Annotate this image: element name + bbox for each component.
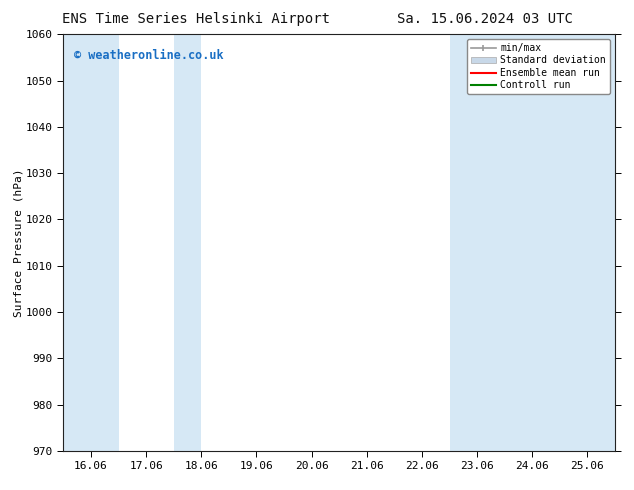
Text: © weatheronline.co.uk: © weatheronline.co.uk (74, 49, 224, 62)
Y-axis label: Surface Pressure (hPa): Surface Pressure (hPa) (13, 168, 23, 317)
Bar (560, 34, 615, 451)
Bar (505, 34, 560, 451)
Bar (174, 34, 202, 451)
Legend: min/max, Standard deviation, Ensemble mean run, Controll run: min/max, Standard deviation, Ensemble me… (467, 39, 610, 94)
Bar (63, 34, 119, 451)
Text: ENS Time Series Helsinki Airport        Sa. 15.06.2024 03 UTC: ENS Time Series Helsinki Airport Sa. 15.… (61, 12, 573, 26)
Bar (450, 34, 505, 451)
